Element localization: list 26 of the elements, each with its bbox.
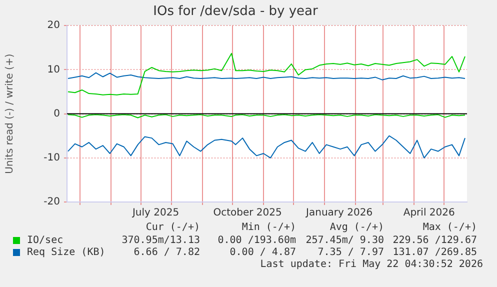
y-tick-label: 20 (47, 20, 60, 32)
text: 229.56 /129.67 (392, 235, 477, 246)
x-tick-label: April 2026 (403, 208, 455, 219)
y-tick-label: -10 (44, 152, 60, 164)
text: 370.95m/13.13 (122, 235, 200, 246)
text: Last update: Fri May 22 04:30:52 2026 (260, 259, 483, 270)
x-tick-label: January 2026 (305, 208, 373, 219)
y-tick-label: -20 (44, 196, 60, 208)
text: 0.00 / 4.87 (230, 247, 296, 258)
y-axis-title: Units read (-) / write (+) (4, 54, 16, 174)
text: 6.66 / 7.82 (134, 247, 200, 258)
x-tick-label: July 2025 (131, 208, 180, 219)
text: Avg (-/+) (330, 222, 384, 233)
text: 7.35 / 7.97 (318, 247, 384, 258)
text: 257.45m/ 9.30 (306, 235, 384, 246)
y-tick-label: 0 (54, 108, 60, 120)
legend-label: IO/sec (27, 235, 64, 246)
y-tick-label: 10 (47, 64, 60, 76)
text: Cur (-/+) (146, 222, 200, 233)
text: Max (-/+) (422, 222, 477, 233)
legend-label: Req Size (KB) (27, 247, 106, 258)
chart-title: IOs for /dev/sda - by year (153, 4, 319, 20)
x-tick-label: October 2025 (213, 208, 282, 219)
text: Min (-/+) (242, 222, 296, 233)
text: 0.00 /193.60m (218, 235, 296, 246)
text: 131.07 /269.85 (392, 247, 477, 258)
